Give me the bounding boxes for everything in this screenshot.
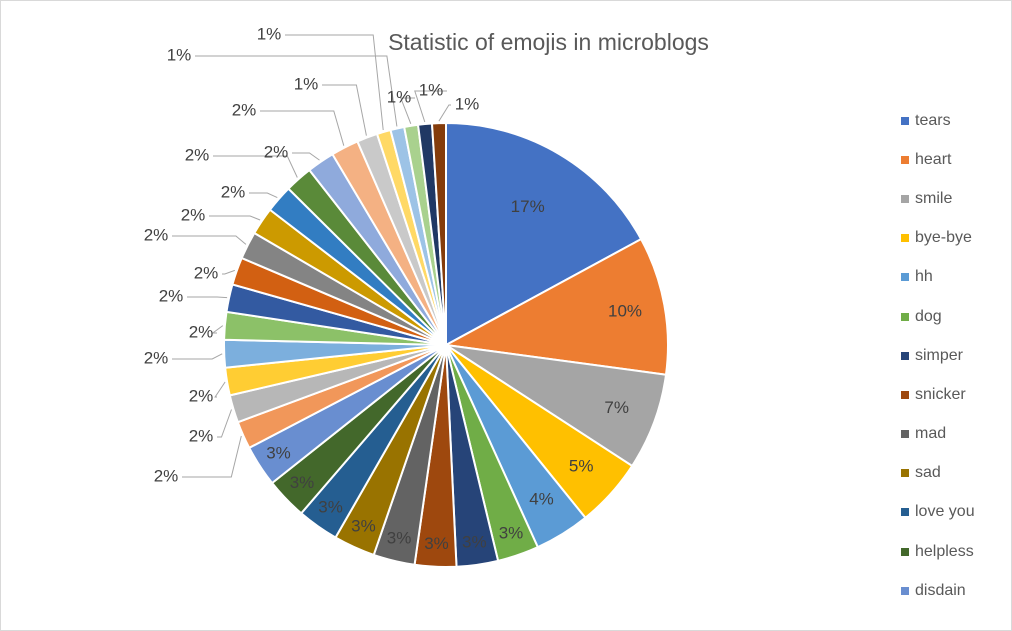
data-label: 2% bbox=[154, 466, 179, 485]
data-label: 3% bbox=[424, 534, 449, 553]
legend: tears heart smile bye-bye hh dog simper snicker… bbox=[901, 101, 1011, 610]
leader-line bbox=[209, 215, 261, 221]
data-label: 2% bbox=[144, 348, 169, 367]
data-label: 1% bbox=[294, 74, 319, 93]
legend-label: smile bbox=[915, 189, 953, 207]
data-label: 2% bbox=[194, 263, 219, 282]
legend-label: disdain bbox=[915, 581, 966, 599]
leader-line bbox=[182, 435, 242, 478]
data-label: 2% bbox=[185, 145, 210, 164]
data-label: 2% bbox=[181, 205, 206, 224]
data-label: 1% bbox=[455, 94, 480, 113]
data-label: 3% bbox=[499, 523, 524, 542]
legend-label: tears bbox=[915, 111, 951, 129]
leader-line bbox=[260, 110, 345, 146]
data-label: 3% bbox=[351, 516, 376, 535]
legend-swatch bbox=[901, 194, 909, 203]
leader-line bbox=[292, 152, 320, 161]
legend-label: heart bbox=[915, 150, 952, 168]
data-label: 2% bbox=[189, 386, 214, 405]
legend-item: snicker bbox=[901, 375, 1011, 414]
legend-item: tears bbox=[901, 101, 1011, 140]
legend-label: bye-bye bbox=[915, 229, 972, 247]
leader-line bbox=[400, 97, 415, 124]
legend-label: dog bbox=[915, 307, 942, 325]
legend-label: love you bbox=[915, 503, 975, 521]
leader-line bbox=[438, 104, 451, 122]
leader-line bbox=[222, 269, 235, 275]
legend-swatch bbox=[901, 430, 909, 439]
data-label: 7% bbox=[604, 398, 629, 417]
legend-swatch bbox=[901, 351, 909, 360]
leader-line bbox=[195, 55, 398, 127]
legend-item: heart bbox=[901, 140, 1011, 179]
data-label: 1% bbox=[167, 45, 192, 64]
data-label: 17% bbox=[511, 197, 545, 216]
legend-item: mad bbox=[901, 415, 1011, 454]
legend-item: helpless bbox=[901, 532, 1011, 571]
legend-swatch bbox=[901, 312, 909, 321]
data-label: 3% bbox=[290, 473, 315, 492]
legend-swatch bbox=[901, 508, 909, 517]
data-label: 3% bbox=[462, 532, 487, 551]
leader-line bbox=[322, 84, 367, 136]
legend-swatch bbox=[901, 273, 909, 282]
data-label: 5% bbox=[569, 456, 594, 475]
legend-swatch bbox=[901, 116, 909, 125]
legend-item: disdain bbox=[901, 571, 1011, 610]
legend-swatch bbox=[901, 586, 909, 595]
data-label: 3% bbox=[318, 498, 343, 517]
data-label: 2% bbox=[232, 100, 257, 119]
leader-line bbox=[285, 34, 384, 131]
data-label: 2% bbox=[264, 142, 289, 161]
legend-item: sad bbox=[901, 454, 1011, 493]
legend-item: bye-bye bbox=[901, 219, 1011, 258]
leader-line bbox=[217, 409, 232, 438]
legend-swatch bbox=[901, 234, 909, 243]
legend-label: simper bbox=[915, 346, 964, 364]
legend-item: simper bbox=[901, 336, 1011, 375]
legend-swatch bbox=[901, 547, 909, 556]
pie-slice bbox=[442, 237, 669, 376]
leader-line bbox=[172, 235, 247, 245]
leader-line bbox=[213, 155, 298, 178]
leader-line bbox=[249, 192, 278, 199]
data-label: 2% bbox=[159, 286, 184, 305]
data-label: 10% bbox=[608, 302, 642, 321]
data-label: 4% bbox=[529, 489, 554, 508]
pie-slice bbox=[430, 121, 447, 346]
data-label: 1% bbox=[419, 80, 444, 99]
legend-label: mad bbox=[915, 425, 947, 443]
leader-line bbox=[214, 381, 226, 398]
data-label: 2% bbox=[144, 225, 169, 244]
legend-swatch bbox=[901, 390, 909, 399]
data-label: 3% bbox=[266, 443, 291, 462]
leader-line bbox=[414, 90, 447, 123]
legend-item: hh bbox=[901, 258, 1011, 297]
legend-swatch bbox=[901, 469, 909, 478]
leader-line bbox=[187, 296, 228, 299]
legend-item: smile bbox=[901, 179, 1011, 218]
legend-label: snicker bbox=[915, 385, 966, 403]
leader-line bbox=[172, 353, 223, 360]
pie-slice bbox=[445, 121, 643, 347]
legend-label: hh bbox=[915, 268, 933, 286]
data-label: 1% bbox=[387, 87, 412, 106]
legend-item: love you bbox=[901, 493, 1011, 532]
leader-line bbox=[211, 325, 224, 334]
legend-item: dog bbox=[901, 297, 1011, 336]
legend-swatch bbox=[901, 155, 909, 164]
data-label: 2% bbox=[189, 322, 214, 341]
data-label: 3% bbox=[387, 529, 412, 548]
legend-label: sad bbox=[915, 464, 941, 482]
data-label: 1% bbox=[257, 24, 282, 43]
legend-label: helpless bbox=[915, 542, 974, 560]
data-label: 2% bbox=[189, 426, 214, 445]
chart-title: Statistic of emojis in microblogs bbox=[388, 29, 709, 55]
data-label: 2% bbox=[221, 182, 246, 201]
